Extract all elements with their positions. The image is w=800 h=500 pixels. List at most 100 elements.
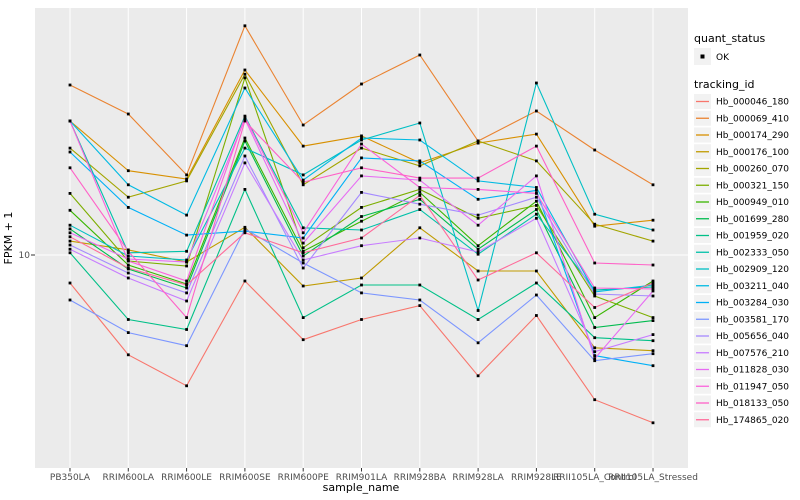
- legend-entries: Hb_000046_180 Hb_000069_410 Hb_000174_290 H…: [694, 94, 789, 428]
- data-point: [360, 166, 363, 170]
- x-tick-label: RRIM928LE: [511, 473, 562, 483]
- data-point: [651, 183, 655, 187]
- data-point: [126, 249, 130, 253]
- y-axis-title: FPKM + 1: [2, 212, 15, 265]
- legend-entry: Hb_000046_180: [694, 94, 789, 109]
- data-point: [185, 328, 188, 331]
- data-point: [651, 319, 655, 322]
- data-point: [418, 178, 422, 182]
- data-point: [418, 208, 422, 211]
- data-point: [535, 293, 538, 297]
- data-point: [593, 336, 597, 340]
- legend-entry: Hb_007576_210: [694, 345, 789, 361]
- data-point: [535, 109, 538, 113]
- legend-tracking-id-title: tracking_id: [694, 78, 755, 91]
- data-point: [126, 112, 130, 116]
- data-point: [185, 264, 188, 268]
- x-tick-label: RRIM928BA: [394, 473, 447, 483]
- data-point: [651, 281, 655, 285]
- data-point: [593, 354, 597, 357]
- data-point: [651, 316, 655, 319]
- data-point: [243, 117, 247, 121]
- legend-series-label: Hb_000260_070: [716, 165, 789, 175]
- data-point: [301, 251, 305, 255]
- x-tick-label: RRIM600LE: [161, 473, 212, 483]
- legend-series-label: Hb_018133_050: [716, 399, 789, 409]
- data-point: [360, 276, 363, 280]
- data-point: [651, 239, 655, 243]
- legend-entry: Hb_001699_280: [694, 211, 789, 227]
- legend-entry: Hb_001959_020: [694, 228, 789, 243]
- data-point: [476, 309, 480, 312]
- data-point: [418, 191, 422, 194]
- data-point: [476, 341, 480, 345]
- data-point: [185, 213, 188, 217]
- x-tick-label: RRIM600LA: [103, 473, 155, 483]
- data-point: [651, 339, 655, 343]
- legend-series-label: Hb_003581_170: [716, 315, 789, 325]
- data-point: [185, 344, 188, 348]
- data-point: [476, 374, 480, 378]
- data-point: [651, 349, 655, 353]
- data-point: [68, 119, 72, 123]
- data-point: [126, 353, 130, 357]
- data-point: [476, 223, 480, 227]
- legend-series-label: Hb_002909_120: [716, 265, 789, 275]
- data-point: [476, 176, 480, 180]
- data-point: [126, 169, 130, 173]
- x-tick-label: RRIM901LA: [336, 473, 388, 483]
- data-point: [418, 194, 422, 197]
- data-point: [243, 231, 247, 235]
- data-point: [593, 306, 597, 309]
- legend-series-label: Hb_000949_010: [716, 198, 789, 208]
- data-point: [360, 291, 363, 295]
- data-point: [126, 254, 130, 258]
- legend-series-label: Hb_011947_050: [716, 382, 789, 392]
- data-point: [301, 338, 305, 342]
- data-point: [360, 134, 363, 138]
- data-point: [301, 249, 305, 253]
- data-point: [243, 227, 247, 231]
- x-axis: PB350LA RRIM600LA RRIM600LE RRIM600SE RRIM60…: [50, 468, 698, 483]
- data-point: [301, 316, 305, 319]
- data-point: [593, 224, 597, 228]
- data-point: [476, 213, 480, 217]
- data-point: [185, 283, 188, 287]
- data-point: [301, 178, 305, 182]
- data-point: [126, 263, 130, 267]
- data-point: [301, 258, 305, 262]
- data-point: [476, 244, 480, 248]
- data-point: [651, 283, 655, 287]
- data-point: [68, 146, 72, 150]
- data-point: [243, 136, 247, 140]
- data-point: [68, 227, 72, 231]
- data-point: [68, 223, 72, 227]
- data-point: [651, 333, 655, 336]
- data-point: [185, 260, 188, 264]
- data-point: [68, 208, 72, 212]
- data-point: [126, 276, 130, 280]
- data-point: [593, 286, 597, 290]
- data-point: [68, 231, 72, 235]
- legend-entry: Hb_003581_170: [694, 311, 789, 327]
- data-point: [185, 233, 188, 237]
- data-point: [360, 283, 363, 287]
- data-point: [651, 228, 655, 232]
- data-point: [476, 252, 480, 256]
- x-axis-title: sample_name: [323, 481, 400, 494]
- data-point: [593, 148, 597, 152]
- data-point: [476, 318, 480, 321]
- data-point: [535, 314, 538, 317]
- data-point: [651, 287, 655, 291]
- data-point: [651, 285, 655, 289]
- data-point: [301, 284, 305, 288]
- data-point: [301, 246, 305, 250]
- legend-entry: Hb_003284_030: [694, 295, 789, 310]
- data-point: [651, 289, 655, 293]
- data-point: [535, 81, 538, 85]
- legend-series-label: Hb_003211_040: [716, 282, 789, 292]
- data-point: [418, 197, 422, 201]
- data-point: [301, 226, 305, 230]
- data-point: [68, 243, 72, 247]
